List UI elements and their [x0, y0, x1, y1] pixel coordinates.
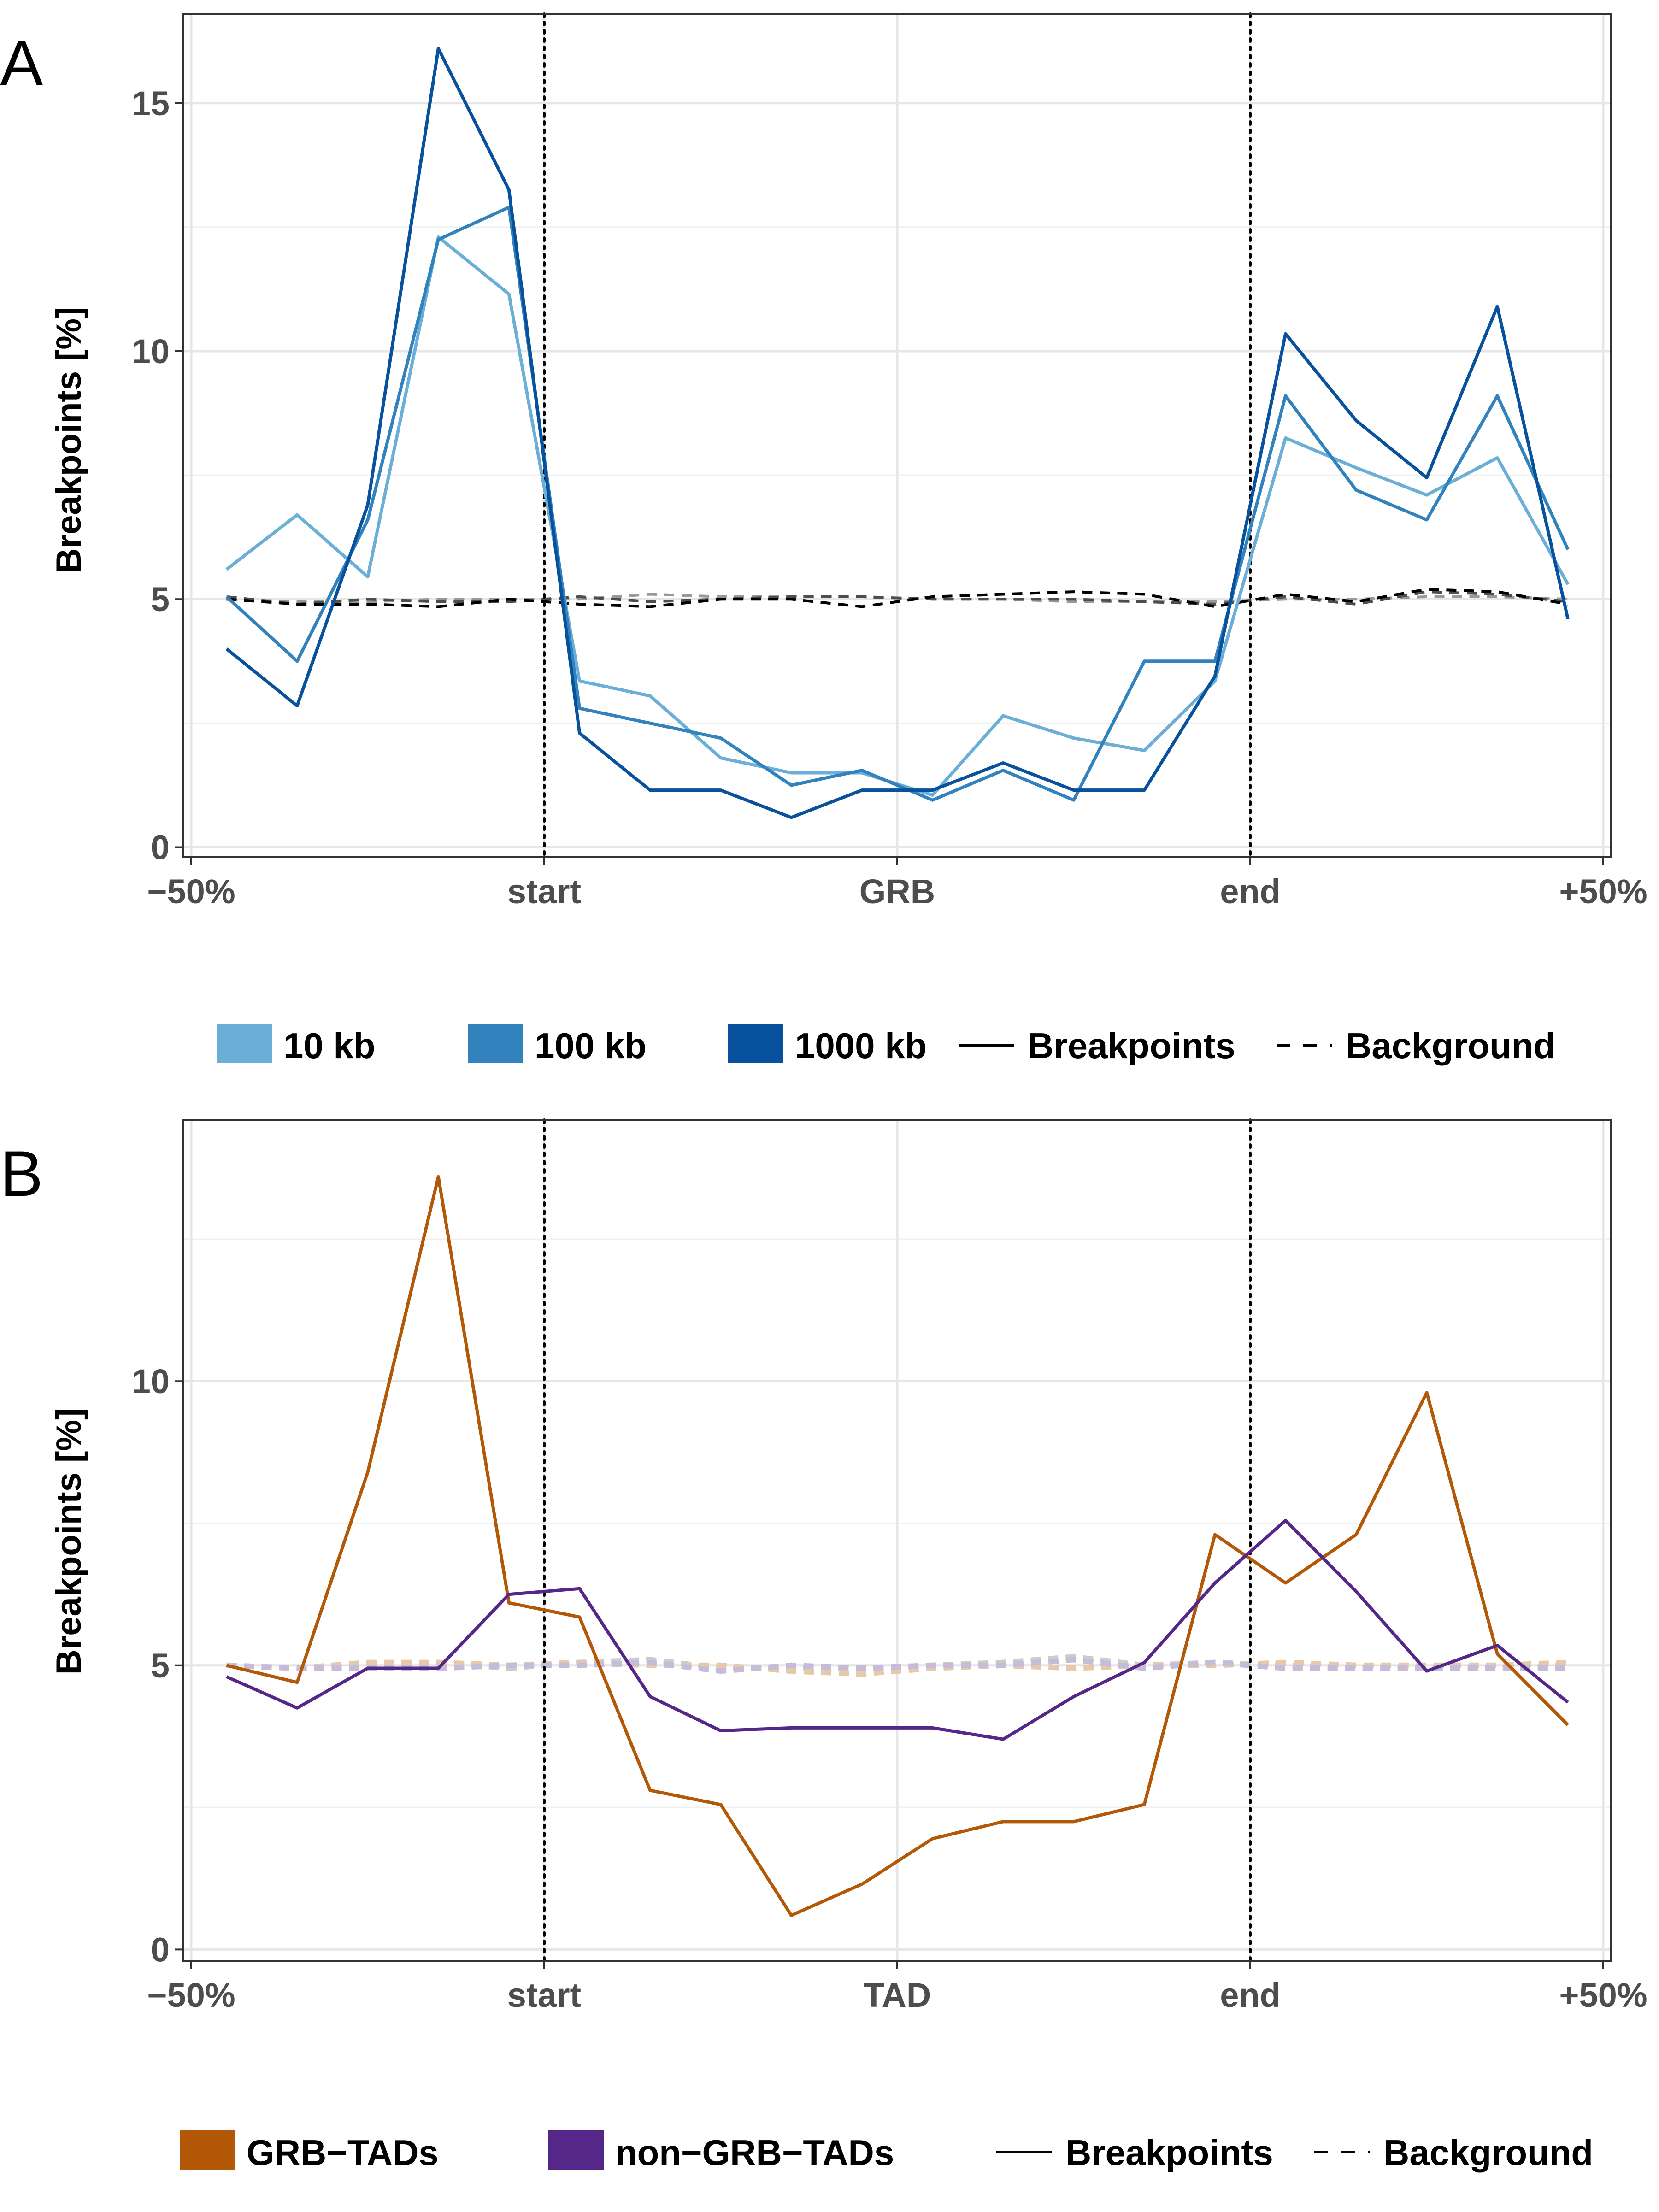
background-line-2 [226, 590, 1568, 606]
legend-label-1000-kb: 1000 kb [795, 1025, 927, 1066]
x-tick-label: −50% [147, 872, 235, 911]
series-line-1000-kb [225, 47, 1570, 819]
background-line-3 [226, 1657, 1568, 1674]
legend-label-grb-tads: GRB−TADs [247, 2132, 439, 2173]
legend-a: 10 kb 100 kb 1000 kb Breakpoints Background [217, 1024, 1555, 1066]
y-tick-label: 0 [151, 828, 170, 866]
x-tick-label: GRB [859, 872, 935, 911]
x-tick-label: start [507, 872, 581, 911]
x-tick-label: end [1220, 1976, 1281, 2014]
series-line-100-kb [225, 206, 1570, 802]
axis-ticks-a: 0 5 10 15 −50% start GRB end +50% [132, 84, 1647, 911]
y-tick-label: 5 [151, 1647, 170, 1685]
series-line-non-grb-tads [226, 1518, 1569, 1741]
legend-swatch-1000-kb [728, 1024, 783, 1063]
series-line-grb-tads [226, 1175, 1569, 1917]
background-line-3 [226, 588, 1568, 608]
legend-label-breakpoints: Breakpoints [1028, 1025, 1235, 1066]
legend-label-breakpoints: Breakpoints [1065, 2132, 1273, 2173]
y-tick-label: 5 [151, 580, 170, 618]
axis-ticks-b: 0 5 10 −50% start TAD end +50% [132, 1362, 1647, 2014]
plot-area-b [226, 1118, 1569, 1962]
legend-label-100-kb: 100 kb [535, 1025, 647, 1066]
y-tick-label: 0 [151, 1930, 170, 1969]
y-axis-label-a: Breakpoints [%] [49, 307, 88, 574]
y-tick-label: 10 [132, 1362, 170, 1400]
legend-label-10-kb: 10 kb [283, 1025, 375, 1066]
panel-b: B Breakpoints [%] 0 5 10 −50% start TAD end +50… [0, 1118, 1647, 2014]
y-tick-label: 15 [132, 84, 170, 123]
panel-a: A Breakpoints [%] 0 5 10 15 −50% start GRB end +… [0, 12, 1647, 911]
panel-label-b: B [0, 1137, 43, 1210]
x-tick-label: start [507, 1976, 581, 2014]
x-tick-label: end [1220, 872, 1281, 911]
legend-swatch-grb-tads [180, 2130, 235, 2170]
legend-b: GRB−TADs non−GRB−TADs Breakpoints Backgroun… [180, 2130, 1593, 2173]
y-axis-label-b: Breakpoints [%] [49, 1408, 88, 1675]
x-tick-label: −50% [147, 1976, 235, 2014]
x-tick-label: +50% [1559, 872, 1647, 911]
x-tick-label: TAD [864, 1976, 931, 2014]
x-tick-label: +50% [1559, 1976, 1647, 2014]
legend-label-background: Background [1346, 1025, 1555, 1066]
legend-swatch-10-kb [217, 1024, 272, 1063]
legend-label-background: Background [1383, 2132, 1593, 2173]
plot-area-a [225, 12, 1570, 859]
legend-label-non-grb-tads: non−GRB−TADs [615, 2132, 894, 2173]
background-line-2 [226, 1659, 1568, 1677]
legend-swatch-100-kb [468, 1024, 523, 1063]
y-tick-label: 10 [132, 332, 170, 371]
panel-label-a: A [0, 27, 43, 99]
legend-swatch-non-grb-tads [548, 2130, 604, 2170]
